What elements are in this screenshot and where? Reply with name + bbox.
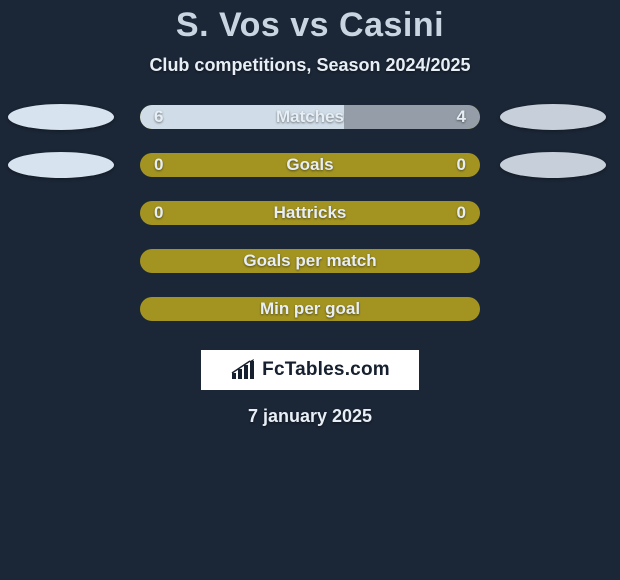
brand-logo-icon (230, 359, 256, 381)
stat-rows: 6 4 Matches 0 0 Goals 0 0 Hattricks Goals per mat… (0, 104, 620, 322)
stat-label: Goals (286, 155, 333, 175)
player1-marker (8, 104, 114, 130)
stat-row: 0 0 Goals (0, 152, 620, 178)
stat-label: Goals per match (243, 251, 376, 271)
stat-bar: 6 4 Matches (140, 105, 480, 129)
stat-label: Min per goal (260, 299, 360, 319)
stat-value-player2: 4 (457, 107, 466, 127)
stat-value-player1: 0 (154, 203, 163, 223)
stat-value-player1: 6 (154, 107, 163, 127)
stat-bar: Min per goal (140, 297, 480, 321)
player2-marker (500, 104, 606, 130)
stat-row: 0 0 Hattricks (0, 200, 620, 226)
stat-value-player2: 0 (457, 203, 466, 223)
stat-bar: 0 0 Goals (140, 153, 480, 177)
stat-row: 6 4 Matches (0, 104, 620, 130)
player1-marker (8, 152, 114, 178)
title: S. Vos vs Casini (0, 6, 620, 45)
stat-row: Min per goal (0, 296, 620, 322)
stat-bar: 0 0 Hattricks (140, 201, 480, 225)
stat-row: Goals per match (0, 248, 620, 274)
stat-bar: Goals per match (140, 249, 480, 273)
date-label: 7 january 2025 (0, 406, 620, 427)
brand-badge: FcTables.com (201, 350, 419, 390)
player2-marker (500, 152, 606, 178)
stat-label: Matches (276, 107, 344, 127)
subtitle: Club competitions, Season 2024/2025 (0, 55, 620, 76)
comparison-card: S. Vos vs Casini Club competitions, Seas… (0, 0, 620, 580)
stat-value-player1: 0 (154, 155, 163, 175)
stat-value-player2: 0 (457, 155, 466, 175)
brand-text: FcTables.com (262, 359, 390, 381)
stat-label: Hattricks (274, 203, 347, 223)
